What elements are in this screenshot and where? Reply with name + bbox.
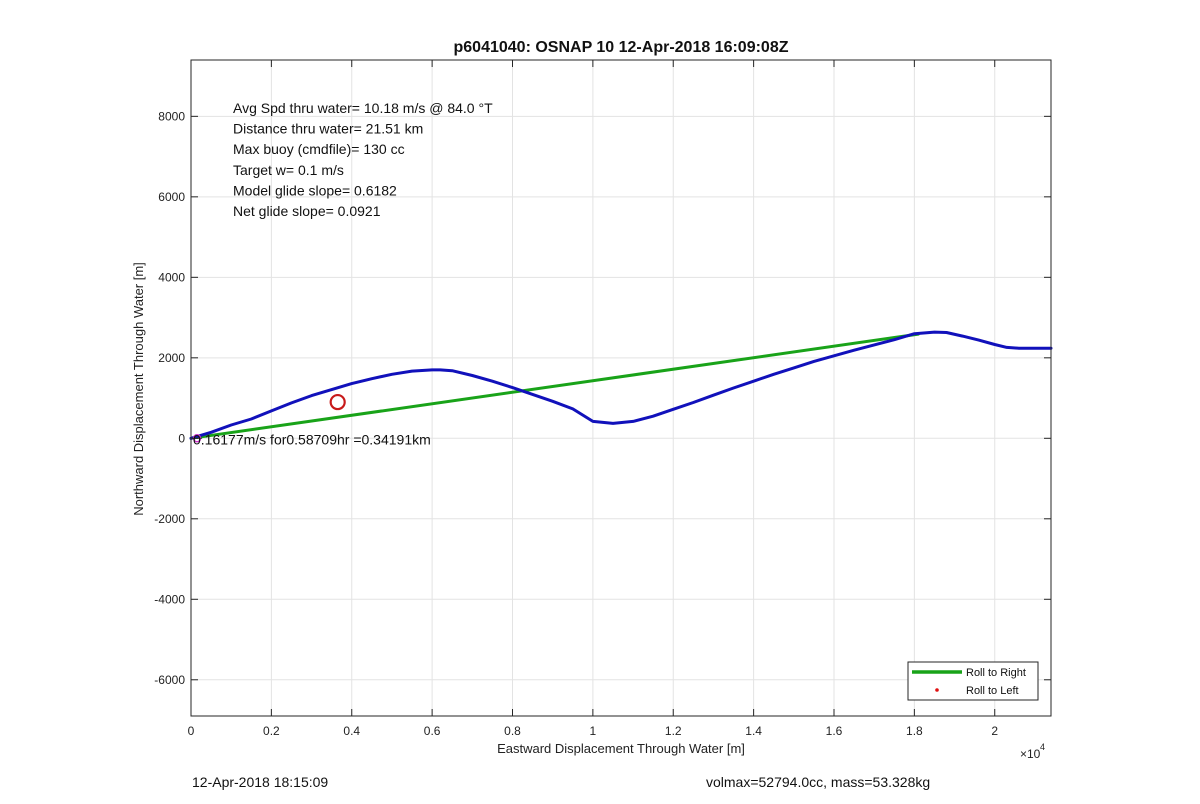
- stats-annotation-line: Avg Spd thru water= 10.18 m/s @ 84.0 °T: [233, 100, 493, 116]
- y-tick-label: 4000: [158, 270, 185, 284]
- x-tick-label: 0.2: [263, 724, 280, 738]
- x-axis-multiplier-exponent: 4: [1040, 742, 1045, 752]
- stats-annotation-line: Model glide slope= 0.6182: [233, 182, 397, 198]
- y-tick-label: 2000: [158, 351, 185, 365]
- y-tick-label: -2000: [154, 512, 185, 526]
- footer-timestamp: 12-Apr-2018 18:15:09: [192, 774, 329, 790]
- y-tick-label: -6000: [154, 673, 185, 687]
- stats-annotation-line: Max buoy (cmdfile)= 130 cc: [233, 141, 405, 157]
- plot-background: [191, 60, 1051, 716]
- series-line-roll-to-right: [189, 332, 920, 440]
- legend-box: [907, 661, 1039, 701]
- x-tick-label: 1.8: [906, 724, 923, 738]
- x-axis-multiplier: ×10: [1020, 747, 1041, 761]
- stats-annotations: 0.16177m/s for0.58709hr =0.34191km Avg Sp…: [193, 100, 493, 447]
- x-tick-label: 0.6: [424, 724, 441, 738]
- stats-annotation-line: Distance thru water= 21.51 km: [233, 121, 423, 137]
- chart-title: p6041040: OSNAP 10 12-Apr-2018 16:09:08Z: [454, 39, 789, 56]
- stats-annotation-line: Net glide slope= 0.0921: [233, 203, 381, 219]
- legend-label: Roll to Right: [966, 667, 1026, 679]
- footer-vehicle-info: volmax=52794.0cc, mass=53.328kg: [706, 774, 931, 790]
- waypoint-circle-marker: [329, 393, 346, 411]
- x-tick-label: 0: [188, 724, 195, 738]
- legend-swatch-dot: [935, 688, 939, 692]
- stats-annotation-line: Target w= 0.1 m/s: [233, 162, 344, 178]
- y-tick-label: 8000: [158, 109, 185, 123]
- x-tick-label: 2: [991, 724, 998, 738]
- legend-label: Roll to Left: [966, 685, 1019, 697]
- x-tick-label: 1.6: [826, 724, 843, 738]
- x-tick-label: 0.8: [504, 724, 521, 738]
- grid: [190, 60, 1051, 716]
- y-tick-label: -4000: [154, 592, 185, 606]
- x-axis-label: Eastward Displacement Through Water [m]: [497, 741, 745, 756]
- series-line-track: [189, 330, 1053, 440]
- x-tick-label: 1.4: [745, 724, 762, 738]
- x-tick-label: 1.2: [665, 724, 682, 738]
- axes: 0 0.2 0.4 0.6 0.8 1 1.2 1.4 1.6 1.8 2 -6000 -4000 -20…: [154, 59, 1052, 761]
- y-tick-label: 0: [178, 431, 185, 445]
- axes-box: [190, 59, 1052, 717]
- y-tick-label: 6000: [158, 190, 185, 204]
- x-tick-label: 1: [590, 724, 597, 738]
- current-label: 0.16177m/s for0.58709hr =0.34191km: [193, 431, 431, 447]
- x-tick-label: 0.4: [343, 724, 360, 738]
- legend: Roll to Right Roll to Left: [907, 661, 1039, 701]
- y-axis-label: Northward Displacement Through Water [m]: [131, 262, 146, 516]
- plot-area: [189, 330, 1053, 443]
